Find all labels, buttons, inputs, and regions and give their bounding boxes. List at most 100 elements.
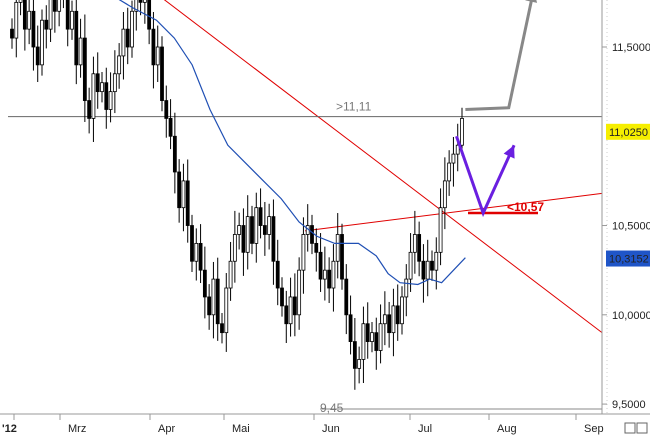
candle-body [352,341,357,369]
candle-body [391,305,396,334]
candle-body [395,305,400,325]
candle-body [138,0,143,3]
candle-body [365,323,370,342]
candle-body [297,269,302,316]
candle-body [387,314,392,334]
x-tick-label: Jun [322,423,340,435]
candle-body [155,46,160,66]
annotation-label: >11,11 [336,100,372,114]
level-lines [8,116,602,410]
candle-body [211,278,216,316]
candle-body [87,100,92,119]
candle-body [22,0,27,30]
candle-body [430,260,434,271]
candle-body [151,28,156,66]
candle-body [40,19,44,66]
candle-body [91,73,96,119]
x-tick-label: Jul [418,423,432,435]
candle-body [310,225,314,244]
candle-body [348,314,353,342]
x-tick-label: Sep [584,423,604,435]
candle-body [147,0,152,30]
candle-body [104,82,109,110]
moving-average [118,0,466,286]
candle-body [250,216,254,244]
candle-body [35,46,40,66]
candle-body [374,332,379,351]
x-year-label: '12 [2,423,17,435]
candle-body [241,225,246,253]
candle-body [322,269,327,280]
projection-arrows [455,0,538,218]
candle-body [331,260,336,289]
price-tag-label: 11,0250 [609,127,648,139]
candle-body [18,0,23,3]
candle-body [447,162,452,182]
candle-body [434,251,439,271]
candle-body [31,10,36,48]
candle-body [318,251,323,280]
candle-body [232,234,237,262]
candle-body [82,37,87,101]
price-tag-label: 10,3152 [609,254,649,266]
candle-body [185,180,190,226]
candle-body [181,180,186,209]
candle-body [258,207,263,226]
candle-body [438,207,443,253]
candle-body [378,323,383,351]
candle-body [370,332,374,342]
candle-body [44,19,49,30]
candle-body [460,118,464,146]
candle-body [215,278,220,325]
y-tick-label: 10,0000 [612,310,650,322]
candle-body [52,0,57,12]
candle-body [271,216,276,262]
x-tick-label: Mai [232,423,250,435]
candle-body [198,242,203,271]
candle-body [455,144,460,155]
candle-body [121,28,126,57]
candle-body [267,216,272,235]
price-tag-bg [606,123,650,140]
candle-body [361,323,366,360]
annotation-labels: 11,0250 10,3152 >11,11 <10,57 9,45 [320,100,650,434]
candle-body [220,323,224,334]
candle-body [284,305,289,325]
price-tag-bg [606,250,650,267]
moving-average-line [118,0,466,286]
candle-body [314,242,319,253]
candle-body [382,314,387,325]
candle-body [164,100,169,119]
candle-body [142,0,147,3]
candle-body [288,296,293,325]
candle-body [190,225,194,262]
zoom-icon [624,422,636,434]
candle-body [134,0,139,12]
candle-body [404,278,409,298]
candle-body [14,1,19,39]
candle-body [207,296,212,316]
candle-body [78,37,83,66]
candle-body [160,46,164,101]
candle-body [172,135,177,173]
candle-body [425,260,430,280]
candle-body [335,234,340,262]
annotation-label: <10,57 [507,200,544,214]
candle-body [417,234,422,262]
candle-body [48,0,53,30]
y-tick-label: 10,5000 [612,221,650,233]
candlesticks [10,0,464,390]
candle-body [125,28,130,48]
purple-projection-arrow-head [503,145,515,159]
candle-body [344,278,349,316]
candle-body [57,0,62,12]
candle-body [451,153,456,164]
candle-body [70,10,74,30]
x-tick-label: Apr [158,423,175,435]
candle-body [262,225,267,235]
gray-projection-arrow-head [525,0,538,3]
candle-body [280,287,284,307]
candle-body [275,260,280,289]
